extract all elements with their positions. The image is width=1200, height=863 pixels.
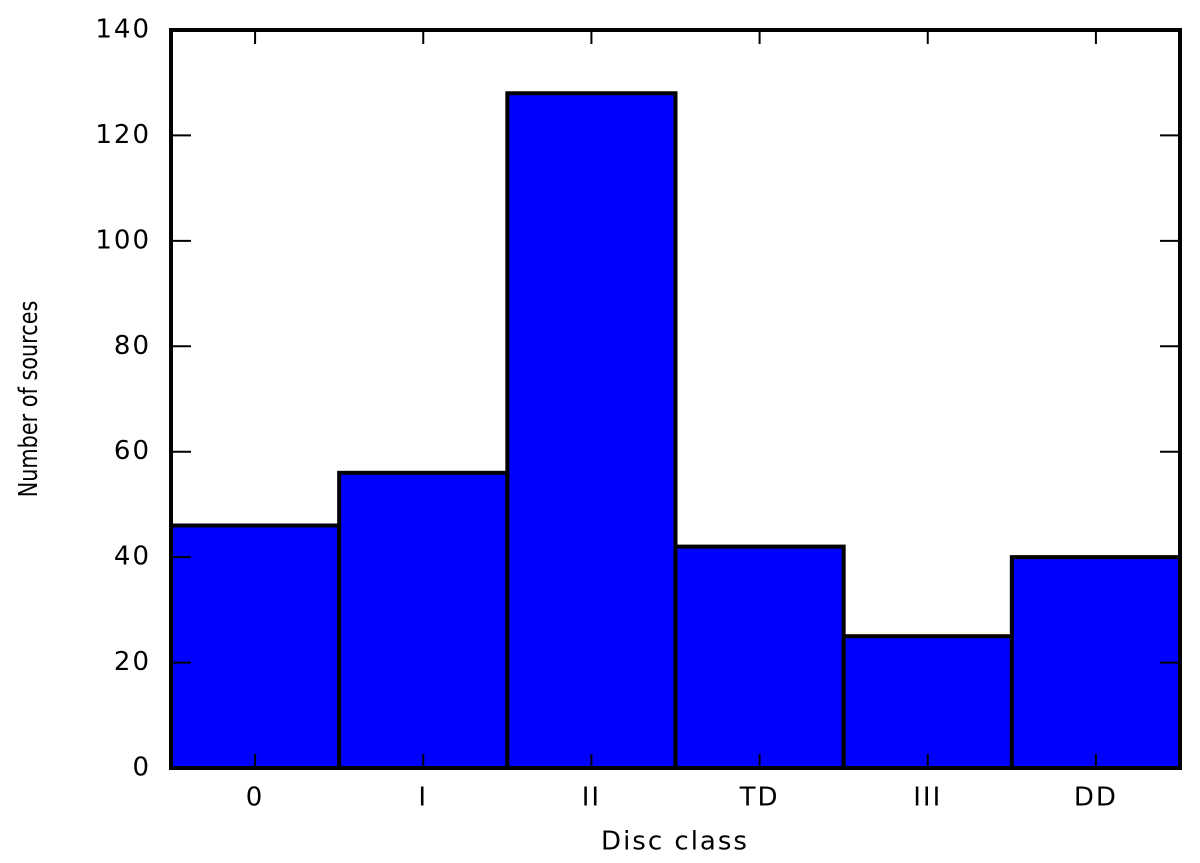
y-tick-label: 0 xyxy=(132,753,151,783)
bar xyxy=(1009,555,1182,771)
bar xyxy=(673,544,846,770)
x-tick-label: II xyxy=(582,783,601,813)
y-axis-label: Number of sources xyxy=(13,301,44,498)
x-tick-label: I xyxy=(418,783,428,813)
x-axis-label: Disc class xyxy=(601,827,749,857)
bar xyxy=(337,470,510,770)
x-tick-label: 0 xyxy=(246,783,265,813)
bar xyxy=(841,634,1014,771)
y-tick-label: 40 xyxy=(114,542,151,572)
y-tick-label: 120 xyxy=(95,120,151,150)
x-tick-label: DD xyxy=(1074,783,1118,813)
bar xyxy=(169,523,342,770)
x-tick-label: TD xyxy=(739,783,780,813)
y-tick-label: 80 xyxy=(114,331,151,361)
y-tick-label: 20 xyxy=(114,647,151,677)
y-tick-label: 60 xyxy=(114,436,151,466)
bar xyxy=(505,91,678,770)
x-tick-label: III xyxy=(913,783,942,813)
y-tick-label: 140 xyxy=(95,15,151,45)
plot-frame xyxy=(169,28,1182,770)
y-tick-label: 100 xyxy=(95,225,151,255)
